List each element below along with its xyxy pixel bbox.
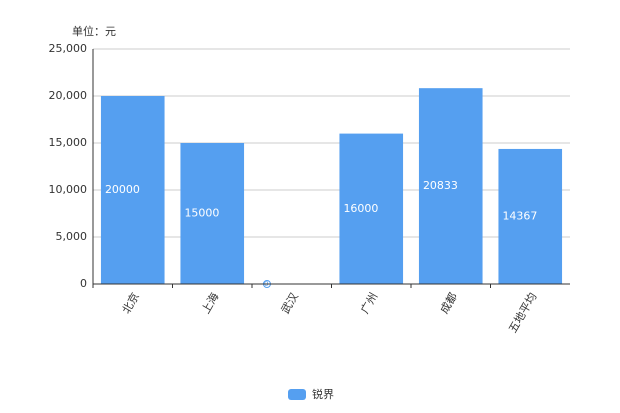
value-label: 15000 <box>184 207 219 220</box>
legend-swatch <box>288 389 306 400</box>
y-tick-label: 20,000 <box>49 89 88 102</box>
value-label: 20833 <box>423 179 458 192</box>
x-tick-label: 成都 <box>438 291 460 317</box>
bar <box>180 143 245 284</box>
legend-label: 锐界 <box>312 387 334 401</box>
x-tick-label: 上海 <box>198 290 221 316</box>
bar <box>498 148 563 284</box>
value-label: 20000 <box>105 183 140 196</box>
bar <box>339 133 404 284</box>
y-tick-label: 25,000 <box>49 42 88 55</box>
value-label: 14367 <box>502 209 537 222</box>
x-tick-label: 广州 <box>358 291 380 317</box>
y-tick-label: 5,000 <box>56 230 88 243</box>
y-tick-label: 0 <box>80 277 87 290</box>
x-tick-label: 五地平均 <box>506 291 539 336</box>
value-label: 16000 <box>343 202 378 215</box>
y-tick-label: 10,000 <box>49 183 88 196</box>
bar <box>418 88 483 284</box>
y-tick-label: 15,000 <box>49 136 88 149</box>
unit-label: 单位：元 <box>72 24 116 38</box>
x-tick-label: 北京 <box>119 290 142 316</box>
bar <box>100 96 165 284</box>
x-tick-label: 武汉 <box>279 291 301 317</box>
